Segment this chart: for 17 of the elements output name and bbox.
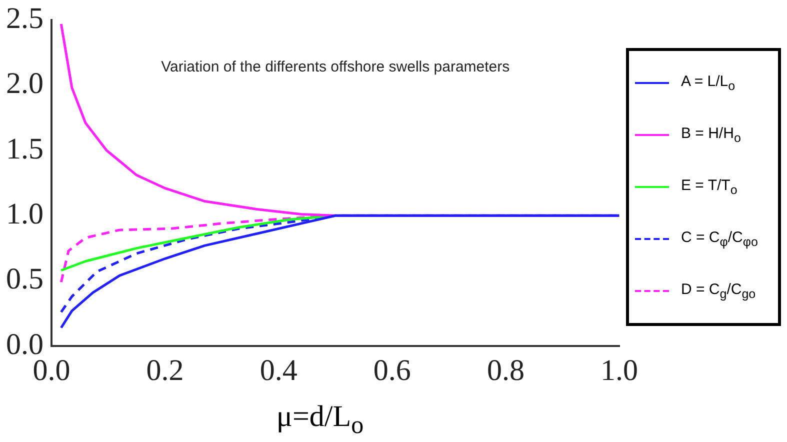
legend-label: D = C$_{g}$/C$_{go}$ <box>681 281 756 301</box>
x-tick-label: 0.6 <box>373 354 411 387</box>
x-tick-label: 0.8 <box>486 354 524 387</box>
x-tick-label: 0.2 <box>146 354 184 387</box>
x-tick-label: 1.0 <box>600 354 638 387</box>
y-tick-label: 2.0 <box>6 67 44 100</box>
legend-label: E = T/T$_{o}$ <box>681 177 738 197</box>
y-tick-label: 2.5 <box>6 2 44 35</box>
legend-label: C = C$_{φ}$/C$_{φo}$ <box>681 229 758 249</box>
x-tick-label: 0.4 <box>260 354 298 387</box>
y-tick-label: 1.0 <box>6 197 44 230</box>
x-axis-title: μ=d/L$_{o}$ <box>275 400 365 440</box>
legend-label: A = L/L$_{o}$ <box>681 73 736 93</box>
legend-label: B = H/H$_{o}$ <box>681 125 741 145</box>
y-tick-label: 0.5 <box>6 262 44 296</box>
y-tick-label: 1.5 <box>6 132 44 166</box>
text: Variation of the differents offshore swells parameters <box>161 58 510 76</box>
